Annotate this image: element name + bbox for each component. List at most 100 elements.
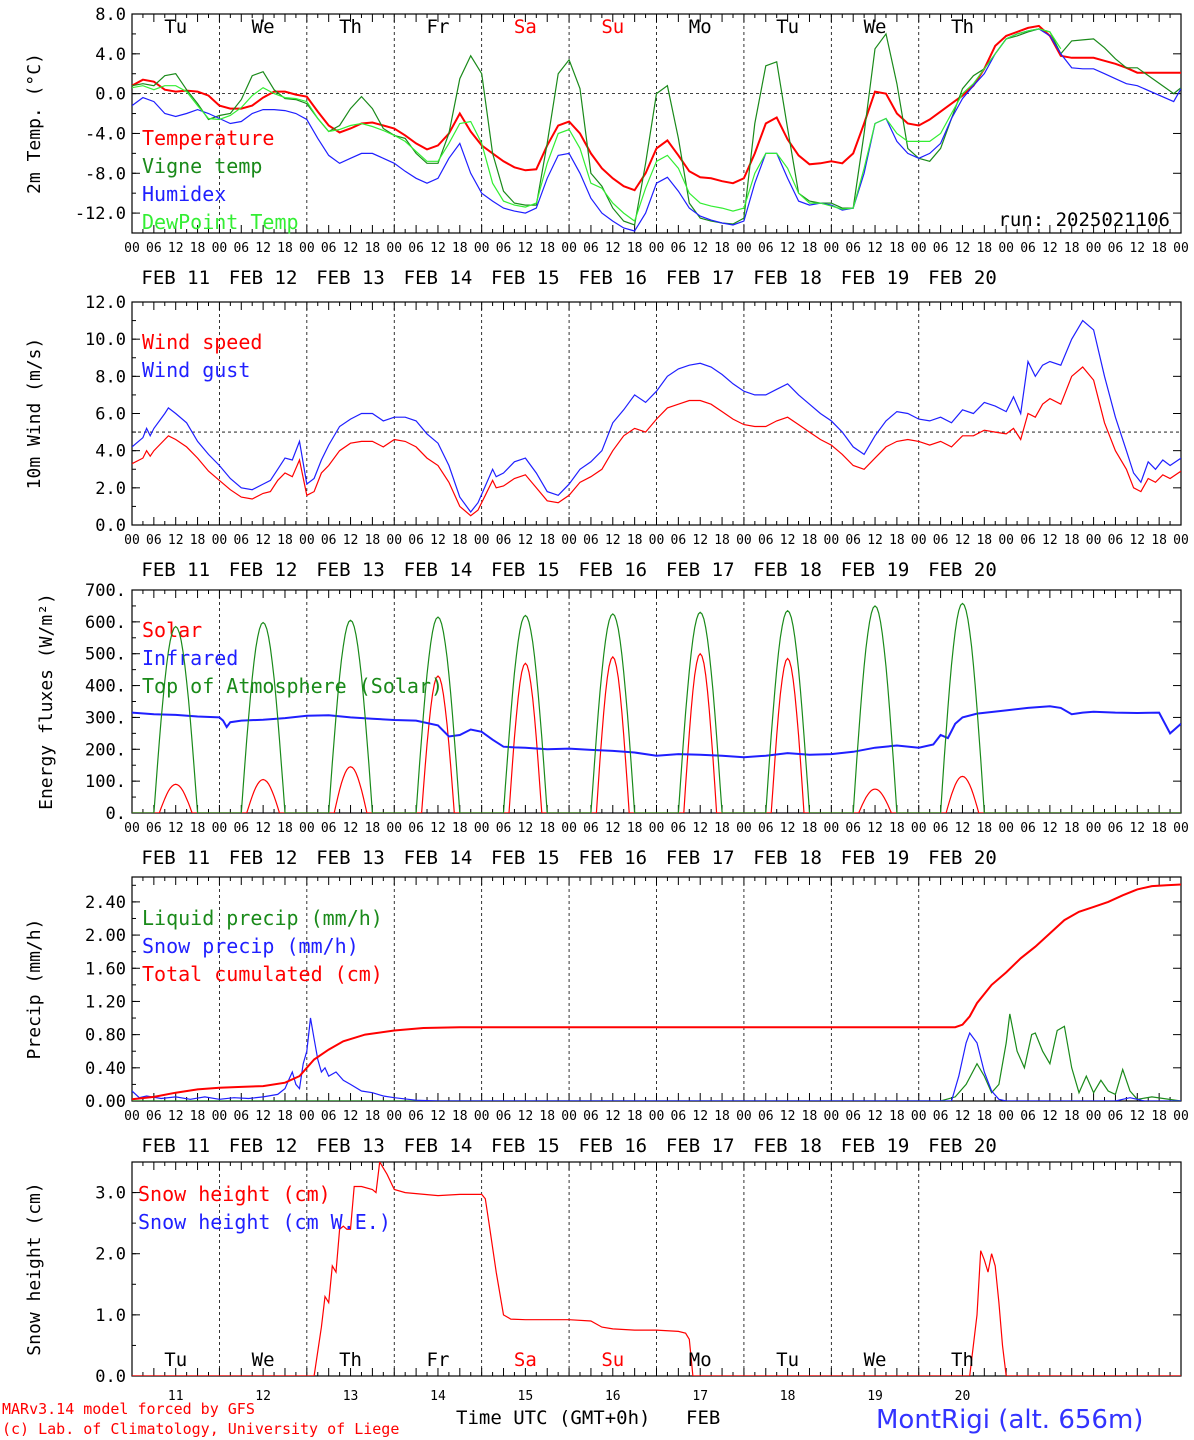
date-label: FEB 11 <box>141 267 210 289</box>
hour-tick-label: 18 <box>1151 241 1167 256</box>
legend-entry: DewPoint Temp <box>142 210 299 234</box>
hour-tick-label: 06 <box>408 821 424 836</box>
date-label: FEB 15 <box>491 1135 560 1157</box>
hour-tick-label: 12 <box>343 533 359 548</box>
hour-tick-label: 18 <box>1064 241 1080 256</box>
hour-tick-label: 18 <box>714 821 730 836</box>
y-tick-label: 0.00 <box>85 1092 126 1112</box>
y-tick-label: 2.0 <box>95 479 126 499</box>
y-tick-label: 700. <box>85 581 126 601</box>
hour-tick-label: 06 <box>933 821 949 836</box>
hour-tick-label: 00 <box>386 533 402 548</box>
hour-tick-label: 00 <box>299 1109 315 1124</box>
weekday-label: Th <box>951 1349 974 1371</box>
date-label: FEB 11 <box>141 559 210 581</box>
date-label: FEB 19 <box>841 267 910 289</box>
weekday-label: We <box>864 16 887 38</box>
date-label: FEB 15 <box>491 847 560 869</box>
hour-tick-label: 12 <box>867 241 883 256</box>
hour-tick-label: 12 <box>1042 241 1058 256</box>
hour-tick-label: 06 <box>671 241 687 256</box>
hour-tick-label: 12 <box>343 821 359 836</box>
legend-entry: Temperature <box>142 126 274 150</box>
date-label: FEB 18 <box>753 847 822 869</box>
hour-tick-label: 12 <box>867 533 883 548</box>
hour-tick-label: 12 <box>168 821 184 836</box>
hour-tick-label: 00 <box>299 241 315 256</box>
day-number-label: 13 <box>343 1389 359 1404</box>
hour-tick-label: 18 <box>627 533 643 548</box>
day-number-label: 11 <box>168 1389 184 1404</box>
date-label: FEB 16 <box>578 559 647 581</box>
hour-tick-label: 06 <box>583 821 599 836</box>
y-tick-label: 600. <box>85 613 126 633</box>
hour-tick-label: 18 <box>714 1109 730 1124</box>
date-label: FEB 20 <box>928 267 997 289</box>
hour-tick-label: 12 <box>780 1109 796 1124</box>
hour-tick-label: 18 <box>190 241 206 256</box>
hour-tick-label: 06 <box>321 821 337 836</box>
day-number-label: 19 <box>867 1389 883 1404</box>
hour-tick-label: 12 <box>1129 533 1145 548</box>
hour-tick-label: 12 <box>1042 821 1058 836</box>
y-axis-label: Snow height (cm) <box>24 1182 45 1355</box>
hour-tick-label: 06 <box>321 241 337 256</box>
hour-tick-label: 06 <box>758 821 774 836</box>
hour-tick-label: 12 <box>867 1109 883 1124</box>
hour-tick-label: 18 <box>365 533 381 548</box>
date-label: FEB 17 <box>666 267 735 289</box>
legend-entry: Wind gust <box>142 358 250 382</box>
hour-tick-label: 00 <box>212 533 228 548</box>
hour-tick-label: 12 <box>780 241 796 256</box>
y-tick-label: -12.0 <box>75 204 126 224</box>
hour-tick-label: 18 <box>889 821 905 836</box>
weekday-label: Tu <box>776 1349 799 1371</box>
plot-frame <box>131 589 1182 814</box>
plot-frame <box>131 301 1182 526</box>
weekday-label: Fr <box>427 1349 450 1371</box>
hour-tick-label: 06 <box>758 241 774 256</box>
hour-tick-label: 00 <box>474 1109 490 1124</box>
date-label: FEB 16 <box>578 1135 647 1157</box>
series-line-top-of-atmosphere-solar- <box>132 602 1181 813</box>
hour-tick-label: 00 <box>824 241 840 256</box>
panel-3: 700. 600. 500. 400. 300. 200. 100. 0. Energy flu… <box>36 581 1189 869</box>
weekday-label: We <box>252 16 275 38</box>
hour-tick-label: 06 <box>933 241 949 256</box>
hour-tick-label: 18 <box>539 241 555 256</box>
hour-tick-label: 06 <box>146 821 162 836</box>
hour-tick-label: 18 <box>1151 821 1167 836</box>
y-tick-label: -8.0 <box>85 164 126 184</box>
weekday-label: Th <box>339 16 362 38</box>
date-label: FEB 17 <box>666 559 735 581</box>
y-axis-label: 2m Temp. (°C) <box>24 53 45 194</box>
y-tick-label: 4.0 <box>95 442 126 462</box>
hour-tick-label: 18 <box>802 1109 818 1124</box>
y-tick-label: 10.0 <box>85 330 126 350</box>
date-label: FEB 16 <box>578 267 647 289</box>
series-line-infrared <box>132 705 1181 759</box>
weekday-label: Tu <box>164 16 187 38</box>
hour-tick-label: 06 <box>146 1109 162 1124</box>
weekday-label: Sa <box>514 1349 537 1371</box>
hour-tick-label: 00 <box>561 1109 577 1124</box>
hour-tick-label: 18 <box>277 241 293 256</box>
hour-tick-label: 00 <box>824 533 840 548</box>
y-tick-label: 8.0 <box>95 367 126 387</box>
hour-tick-label: 18 <box>365 1109 381 1124</box>
hour-tick-label: 12 <box>692 821 708 836</box>
hour-tick-label: 12 <box>605 533 621 548</box>
y-tick-label: 6.0 <box>95 405 126 425</box>
hour-tick-label: 06 <box>583 1109 599 1124</box>
day-number-label: 15 <box>518 1389 534 1404</box>
hour-tick-label: 12 <box>518 1109 534 1124</box>
hour-tick-label: 18 <box>976 821 992 836</box>
hour-tick-label: 12 <box>780 821 796 836</box>
y-axis-label: 10m Wind (m/s) <box>24 338 45 490</box>
y-tick-label: 0.0 <box>95 516 126 536</box>
hour-tick-label: 18 <box>889 533 905 548</box>
series-line-humidex <box>132 28 1181 232</box>
date-label: FEB 14 <box>404 1135 473 1157</box>
hour-tick-label: 12 <box>255 241 271 256</box>
hour-tick-label: 12 <box>605 821 621 836</box>
